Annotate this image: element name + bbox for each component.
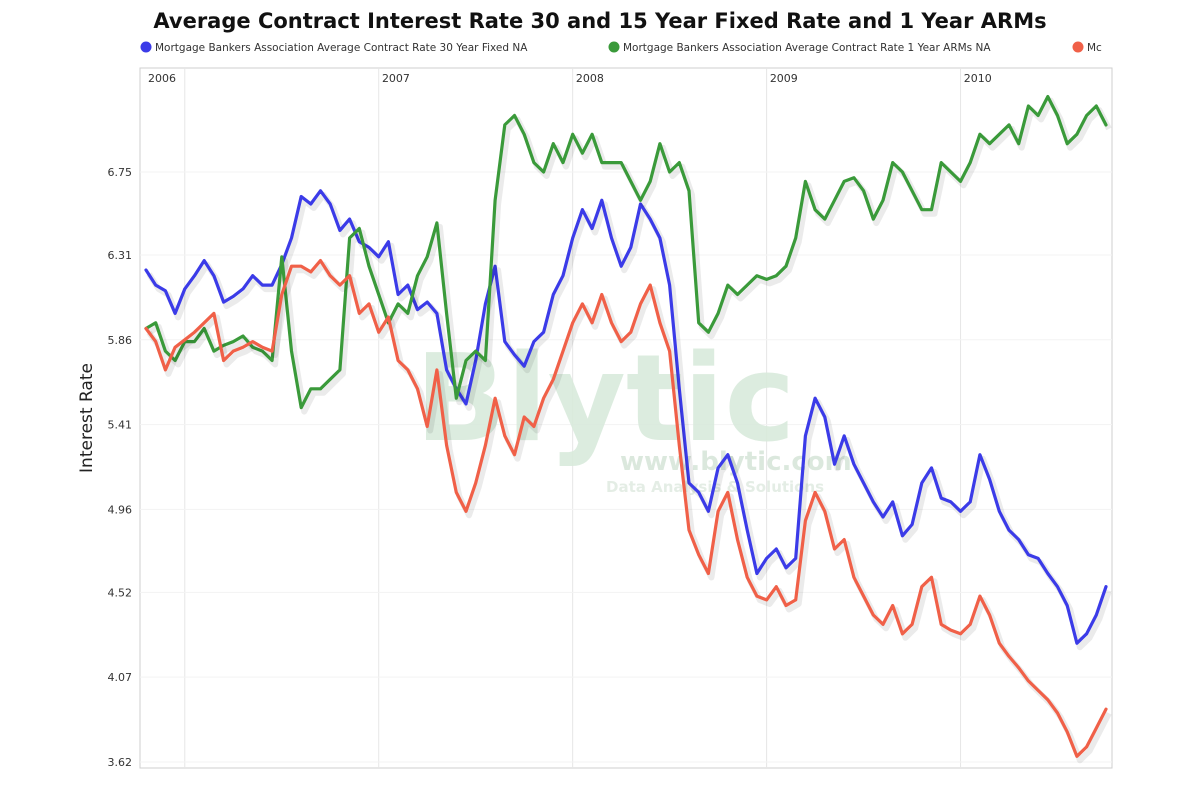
legend-marker-1 — [140, 41, 152, 53]
x-year-label: 2006 — [148, 72, 176, 85]
y-tick-label: 4.52 — [108, 586, 133, 599]
series-line-2 — [144, 95, 1108, 410]
x-year-label: 2008 — [576, 72, 604, 85]
legend-label-2[interactable]: Mortgage Bankers Association Average Con… — [623, 42, 991, 54]
y-axis-ticks: 3.62 4.07 4.52 4.96 5.41 5.86 6.31 6.75 — [108, 166, 133, 769]
legend: Mortgage Bankers Association Average Con… — [140, 41, 1102, 54]
series-line-3 — [144, 259, 1108, 758]
y-axis-title: Interest Rate — [77, 363, 97, 473]
series-line-1 — [144, 189, 1108, 645]
y-tick-label: 4.07 — [108, 671, 133, 684]
legend-label-1[interactable]: Mortgage Bankers Association Average Con… — [155, 42, 528, 54]
y-tick-label: 5.86 — [108, 334, 133, 347]
plot-area — [139, 67, 1113, 769]
legend-marker-2 — [608, 41, 620, 53]
legend-label-3[interactable]: Mc — [1087, 42, 1102, 54]
legend-marker-3 — [1072, 41, 1084, 53]
x-year-label: 2009 — [770, 72, 798, 85]
watermark-url: www.blytic.com — [620, 447, 852, 477]
y-tick-label: 5.41 — [108, 419, 133, 432]
series-layer — [144, 95, 1112, 764]
x-axis-year-labels: 2006 2007 2008 2009 2010 — [148, 72, 992, 85]
x-year-label: 2007 — [382, 72, 410, 85]
legend-items: Mortgage Bankers Association Average Con… — [140, 41, 1102, 54]
x-year-label: 2010 — [964, 72, 992, 85]
gridlines — [140, 68, 1112, 768]
y-tick-label: 6.75 — [108, 166, 133, 179]
chart-title: Average Contract Interest Rate 30 and 15… — [153, 9, 1046, 33]
series-shadow-3 — [146, 261, 1112, 764]
y-tick-label: 4.96 — [108, 503, 133, 516]
y-tick-label: 6.31 — [108, 249, 133, 262]
y-tick-label: 3.62 — [108, 756, 133, 769]
